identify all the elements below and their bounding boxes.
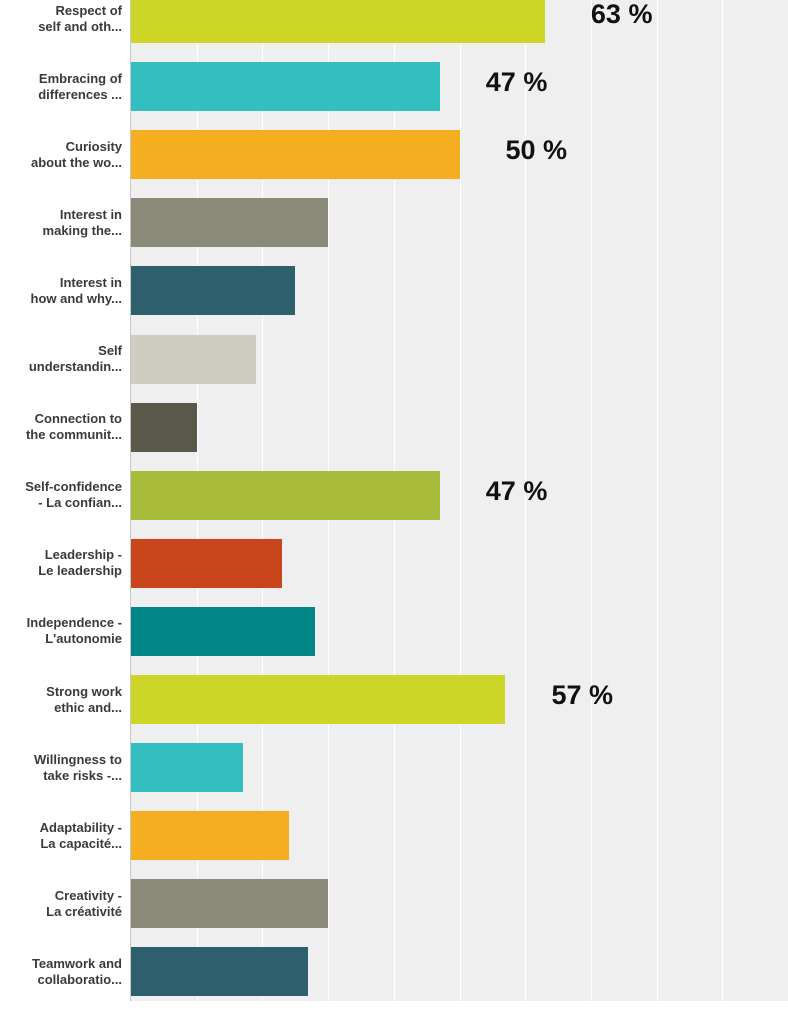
gridline [525, 0, 527, 1001]
bar [131, 879, 329, 929]
category-label: Independence - L'autonomie [26, 615, 122, 647]
bar [131, 0, 545, 43]
category-label: Embracing of differences ... [38, 70, 122, 102]
bar [131, 130, 460, 180]
bar [131, 470, 440, 520]
gridline [656, 0, 658, 1001]
bar [131, 947, 309, 997]
data-label: 50 % [505, 135, 568, 166]
data-label: 63 % [590, 0, 653, 29]
category-label: Interest in how and why... [30, 274, 122, 306]
bar [131, 811, 289, 861]
bar [131, 198, 329, 248]
bar [131, 538, 283, 588]
gridline [590, 0, 592, 1001]
category-label: Leadership - Le leadership [38, 547, 122, 579]
data-label: 57 % [551, 680, 614, 710]
category-label: Curiosity about the wo... [31, 138, 122, 170]
category-label: Creativity - La créativité [46, 887, 122, 919]
category-label: Willingness to take risks -... [34, 751, 122, 783]
gridline [459, 0, 461, 1001]
bar [131, 743, 243, 793]
bar [131, 675, 506, 724]
data-label: 47 % [485, 67, 548, 98]
category-label: Connection to the communit... [25, 411, 122, 443]
category-label: Self understandin... [28, 343, 122, 374]
category-label: Interest in making the... [42, 206, 122, 238]
bar [131, 606, 315, 656]
gridline [722, 0, 724, 1001]
bar [131, 62, 440, 112]
category-label: Teamwork and collaboratio... [31, 955, 122, 987]
category-label: Self-confidence - La confian... [25, 479, 122, 511]
y-axis-line [130, 0, 131, 1001]
bar [131, 334, 256, 384]
category-label: Respect of self and oth... [38, 2, 122, 34]
bar [131, 266, 296, 316]
data-label: 47 % [485, 475, 548, 506]
category-label: Strong work ethic and... [46, 683, 122, 715]
bar [131, 402, 197, 452]
category-label: Adaptability - La capacité... [39, 819, 122, 851]
